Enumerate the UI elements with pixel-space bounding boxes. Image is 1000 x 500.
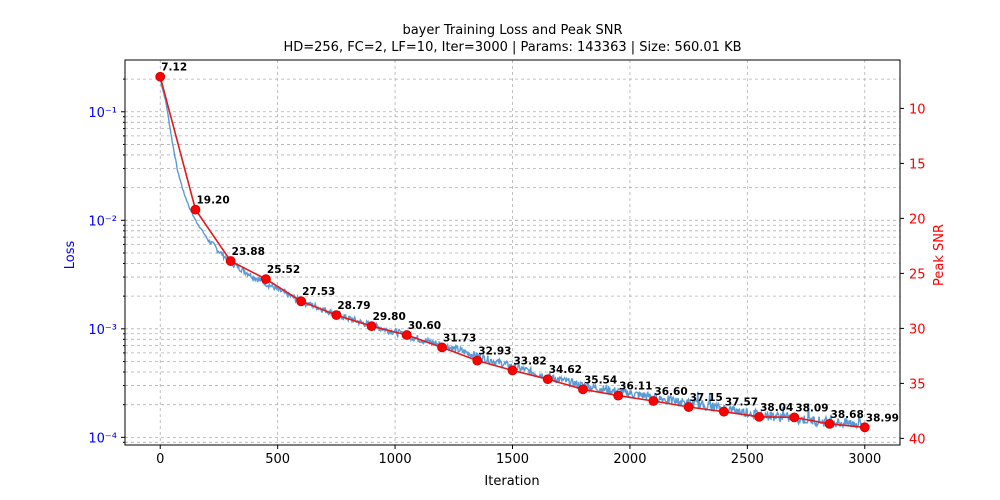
- y-right-tick-label: 25: [909, 267, 926, 282]
- psnr-data-label: 34.62: [549, 364, 582, 376]
- x-tick-label: 2000: [613, 452, 646, 467]
- psnr-point: [648, 396, 659, 406]
- psnr-data-label: 35.54: [584, 374, 617, 386]
- y-right-tick-label: 10: [909, 102, 926, 117]
- psnr-data-label: 32.93: [478, 346, 511, 358]
- psnr-data-label: 19.20: [196, 195, 229, 207]
- psnr-point: [401, 330, 412, 340]
- psnr-data-label: 38.09: [795, 402, 828, 414]
- grid-layer: [125, 60, 900, 445]
- chart-title: bayer Training Loss and Peak SNR: [402, 23, 623, 38]
- psnr-point: [718, 406, 729, 417]
- psnr-data-label: 31.73: [443, 332, 476, 344]
- psnr-point: [683, 402, 694, 412]
- y-right-tick-label: 35: [909, 377, 926, 392]
- y-left-tick-label: 10⁻²: [88, 214, 117, 229]
- y-left-tick-label: 10⁻³: [88, 323, 117, 338]
- psnr-data-label: 37.57: [725, 397, 758, 409]
- psnr-data-label: 36.60: [654, 386, 687, 398]
- x-tick-label: 1500: [496, 452, 529, 467]
- y-left-tick-label: 10⁻⁴: [88, 431, 117, 446]
- psnr-point: [578, 384, 588, 395]
- psnr-point: [613, 390, 624, 401]
- psnr-point: [296, 296, 307, 307]
- psnr-point: [542, 374, 553, 385]
- x-tick-label: 3000: [848, 452, 881, 467]
- psnr-data-label: 38.68: [831, 409, 864, 421]
- x-tick-label: 2500: [731, 452, 764, 467]
- x-tick-label: 0: [156, 452, 164, 467]
- y-right-tick-label: 30: [909, 322, 926, 337]
- y-right-tick-label: 40: [909, 432, 926, 447]
- y-right-tick-label: 15: [909, 157, 926, 172]
- psnr-data-label: 30.60: [408, 320, 441, 332]
- x-axis-label: Iteration: [484, 474, 539, 489]
- psnr-data-label: 23.88: [232, 246, 265, 258]
- psnr-point: [437, 342, 447, 353]
- psnr-data-label: 38.04: [760, 402, 793, 414]
- psnr-data-label: 7.12: [161, 62, 187, 74]
- psnr-data-label: 38.99: [866, 412, 899, 424]
- y-left-tick-label: 10⁻¹: [88, 106, 117, 121]
- psnr-point: [261, 274, 271, 285]
- data-label-layer: 7.1219.2023.8825.5227.5328.7929.8030.603…: [161, 62, 899, 425]
- y-axis-label-left: Loss: [63, 241, 78, 270]
- psnr-data-label: 36.11: [619, 381, 652, 393]
- psnr-point: [155, 71, 166, 82]
- psnr-point: [824, 418, 835, 429]
- psnr-point: [507, 365, 518, 376]
- axis-layer: 0 500 1000 1500 2000 2500 3000 10⁻¹ 10⁻² 10⁻³ 10⁻⁴…: [88, 59, 926, 467]
- x-tick-label: 1000: [379, 452, 412, 467]
- psnr-point: [789, 412, 800, 423]
- y-axis-label-right: Peak SNR: [932, 224, 947, 286]
- psnr-point: [754, 411, 764, 422]
- x-tick-label: 500: [265, 452, 290, 467]
- psnr-point: [366, 321, 377, 332]
- psnr-point: [331, 310, 342, 320]
- psnr-data-label: 37.15: [690, 392, 723, 404]
- psnr-data-label: 25.52: [267, 264, 300, 276]
- series-layer: [155, 71, 870, 433]
- psnr-data-label: 28.79: [337, 300, 370, 312]
- psnr-point: [190, 204, 201, 215]
- y-right-tick-label: 20: [909, 212, 926, 227]
- psnr-data-label: 27.53: [302, 286, 335, 298]
- psnr-data-label: 29.80: [373, 311, 406, 323]
- chart-subtitle: HD=256, FC=2, LF=10, Iter=3000 | Params:…: [283, 40, 742, 55]
- psnr-data-label: 33.82: [514, 355, 547, 367]
- psnr-point: [859, 422, 870, 433]
- psnr-point: [225, 256, 236, 266]
- psnr-point: [472, 355, 483, 366]
